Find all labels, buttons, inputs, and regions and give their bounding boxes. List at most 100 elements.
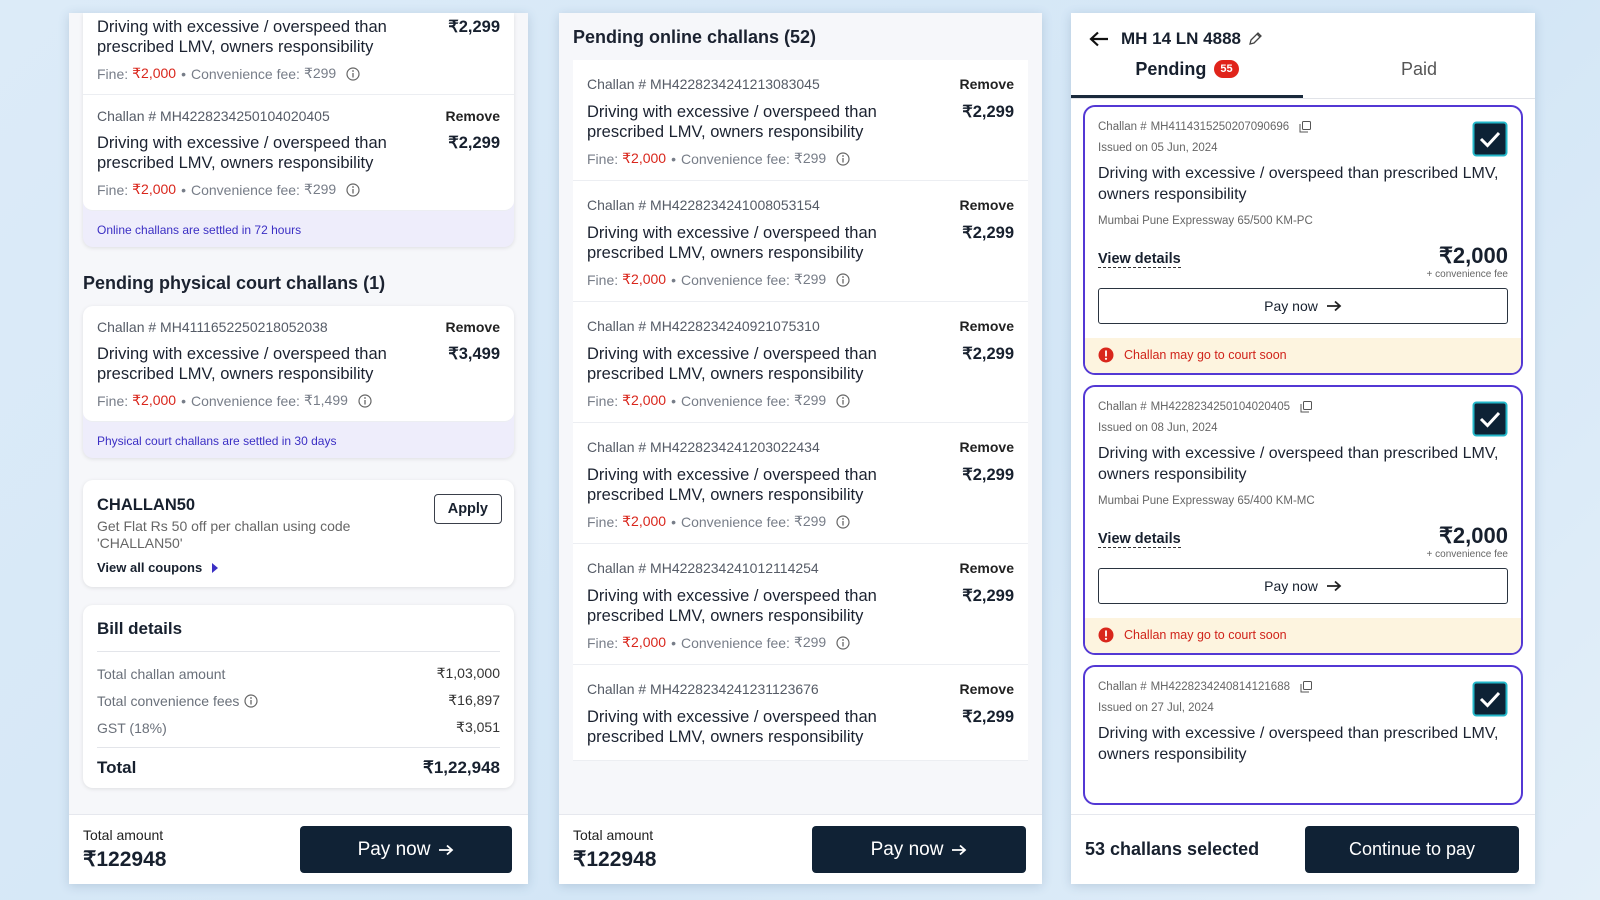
copy-icon[interactable] (1300, 681, 1312, 693)
fine-label: Fine: (587, 634, 619, 651)
issue-date: Issued on 08 Jun, 2024 (1098, 422, 1218, 434)
remove-button[interactable]: Remove (959, 439, 1014, 455)
copy-icon[interactable] (1300, 401, 1312, 413)
issue-date: Issued on 27 Jul, 2024 (1098, 702, 1214, 714)
bill-row: Total convenience fees ₹16,897 (97, 687, 500, 714)
challan-row: Driving with excessive / overspeed than … (97, 133, 500, 173)
separator: • (671, 634, 676, 651)
info-icon (836, 272, 850, 287)
pay-button[interactable]: Pay now (1098, 568, 1508, 604)
bill-value: ₹16,897 (448, 692, 500, 708)
remove-button[interactable]: Remove (959, 318, 1014, 334)
challan-title: Driving with excessive / overspeed than … (587, 708, 877, 746)
checkbox-icon[interactable] (1472, 401, 1508, 437)
challan-amount: ₹2,299 (962, 345, 1014, 363)
fine-value: ₹2,000 (132, 65, 177, 81)
button-text: Pay now (1264, 578, 1318, 594)
pending-tab[interactable]: Pending 55 (1071, 59, 1303, 98)
amount-block: ₹2,000 + convenience fee (1427, 523, 1508, 560)
edit-icon[interactable] (1247, 31, 1263, 47)
challan-title: Driving with excessive / overspeed than … (97, 345, 387, 383)
challan-label: Challan # (1098, 681, 1147, 693)
paid-tab[interactable]: Paid (1400, 59, 1438, 79)
challan-card: Challan # MH4228234240921075310 Remove Dri… (573, 302, 1028, 423)
challan-number: MH4228234241203022434 (650, 439, 820, 455)
challan-card: Challan # MH4228234240814121688 Issued on … (1083, 665, 1523, 805)
challan-number: MH4228234241012114254 (650, 560, 819, 576)
challan-title: Driving with excessive / overspeed than … (97, 134, 387, 172)
fee-value: ₹299 (793, 271, 827, 287)
info-icon (346, 66, 360, 81)
fine-value: ₹2,000 (622, 271, 667, 287)
alert-icon (1098, 627, 1114, 643)
view-details-link[interactable]: View details (1098, 251, 1181, 268)
coupons-link[interactable]: View all coupons (97, 560, 502, 575)
challan-id: Challan # MH4111652250218052038 (97, 319, 328, 335)
challan-amount: ₹2,299 (962, 224, 1014, 242)
challan-header: Challan # MH4111652250218052038 Remove (97, 319, 500, 335)
info (836, 635, 850, 650)
challan-amount: ₹2,299 (962, 708, 1014, 726)
remove-button[interactable]: Remove (959, 681, 1014, 697)
fee-value: ₹299 (303, 181, 337, 197)
remove-button[interactable]: Remove (445, 319, 500, 335)
challan-label: Challan # (587, 681, 647, 697)
settlement-note: Online challans are settled in 72 hours (97, 223, 302, 237)
challan-card: Challan # MH4228234241213083045 Remove Dri… (573, 60, 1028, 181)
challan-number: MH4228234240921075310 (650, 318, 820, 334)
warning-icon (1098, 347, 1114, 363)
location: Mumbai Pune Expressway 65/400 KM-MC (1098, 495, 1315, 507)
fee-label: Convenience fee: (680, 634, 790, 651)
footer: Total amount ₹122948 Pay now (559, 814, 1042, 884)
apply-button[interactable]: Apply (433, 494, 502, 524)
challan-id: Challan # MH4114315250207090696 (1098, 121, 1312, 133)
separator: • (671, 271, 676, 288)
fine-line: Fine: ₹2,000 • Convenience fee: ₹299 (97, 65, 500, 82)
coupon-card: CHALLAN50 Apply Get Flat Rs 50 off per cha… (83, 480, 514, 587)
view-details-link[interactable]: View details (1098, 531, 1181, 548)
coupon-code: CHALLAN50 (97, 496, 196, 514)
copy-icon[interactable] (1299, 121, 1312, 133)
remove-button[interactable]: Remove (959, 197, 1014, 213)
bill-label: Total challan amount (97, 665, 226, 682)
remove-button[interactable]: Remove (959, 76, 1014, 92)
pay-button[interactable]: Pay now (812, 826, 1026, 873)
fine-label: Fine: (97, 181, 129, 198)
info-icon (358, 393, 372, 408)
challan-amount: ₹2,299 (448, 134, 500, 152)
challan-number: MH4228234240814121688 (1150, 681, 1290, 693)
copy-button (1299, 121, 1312, 133)
convenience-note: + convenience fee (1426, 549, 1508, 560)
challan-card: Driving with excessive / overspeed than … (83, 13, 514, 95)
challan-row: Driving with excessive / overspeed than … (587, 465, 1014, 505)
arrow (1326, 580, 1342, 592)
fine-line: Fine: ₹2,000 • Convenience fee: ₹299 (587, 513, 1014, 530)
arrow-icon (1326, 300, 1342, 312)
info (836, 151, 850, 166)
remove-button[interactable]: Remove (445, 108, 500, 124)
challan-amount: ₹2,000 (1438, 243, 1508, 268)
challan-id: Challan # MH4228234250104020405 (97, 108, 330, 124)
bill-label-wrap: Total challan amount (97, 665, 225, 682)
bill-row: Total challan amount ₹1,03,000 (97, 660, 500, 687)
challan-amount: ₹2,299 (962, 466, 1014, 484)
challan-amount: ₹2,299 (962, 103, 1014, 121)
footer: 53 challans selected Continue to pay (1071, 814, 1535, 884)
info (836, 514, 850, 529)
checkbox-icon[interactable] (1472, 121, 1508, 157)
back-icon[interactable] (1089, 31, 1109, 47)
pay-button[interactable]: Pay now (300, 826, 512, 873)
challan-card: Challan # MH4228234241203022434 Remove Dri… (573, 423, 1028, 544)
challan-title: Driving with excessive / overspeed than … (587, 224, 877, 262)
checkbox-icon[interactable] (1472, 681, 1508, 717)
info-icon (836, 151, 850, 166)
continue-button[interactable]: Continue to pay (1305, 826, 1519, 873)
violation-title: Driving with excessive / overspeed than … (1098, 165, 1499, 203)
pay-button[interactable]: Pay now (1098, 288, 1508, 324)
copy-button (1300, 401, 1312, 413)
fine-line: Fine: ₹2,000 • Convenience fee: ₹299 (587, 150, 1014, 167)
remove-button[interactable]: Remove (959, 560, 1014, 576)
arrow-icon (439, 844, 454, 855)
fee-label: Convenience fee: (190, 181, 300, 198)
separator: • (671, 392, 676, 409)
